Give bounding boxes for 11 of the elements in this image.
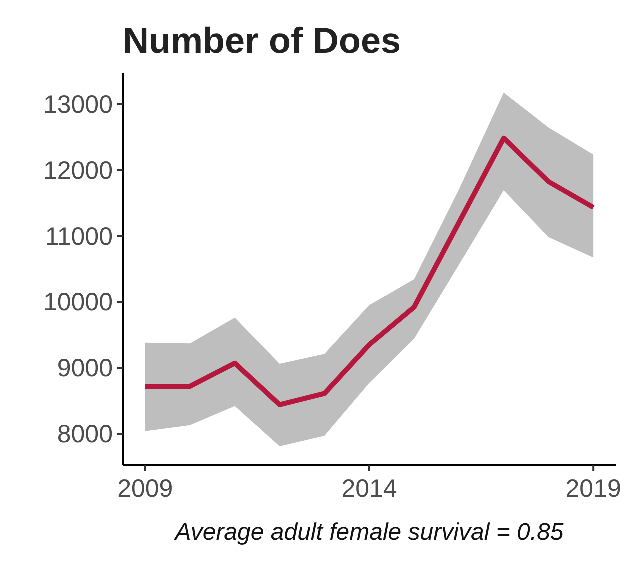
x-tick-label: 2014: [342, 475, 398, 503]
y-tick-label: 9000: [57, 354, 113, 383]
chart-title: Number of Does: [123, 20, 402, 61]
x-tick-label: 2019: [566, 475, 622, 503]
y-tick-label: 11000: [45, 222, 113, 251]
x-tick-label: 2009: [118, 475, 174, 503]
y-tick-label: 10000: [43, 288, 113, 317]
y-tick-label: 12000: [43, 156, 113, 185]
text: Average adult female survival = 0.85: [173, 519, 564, 546]
y-tick-label: 8000: [57, 420, 113, 449]
y-tick-label: 13000: [43, 90, 113, 119]
